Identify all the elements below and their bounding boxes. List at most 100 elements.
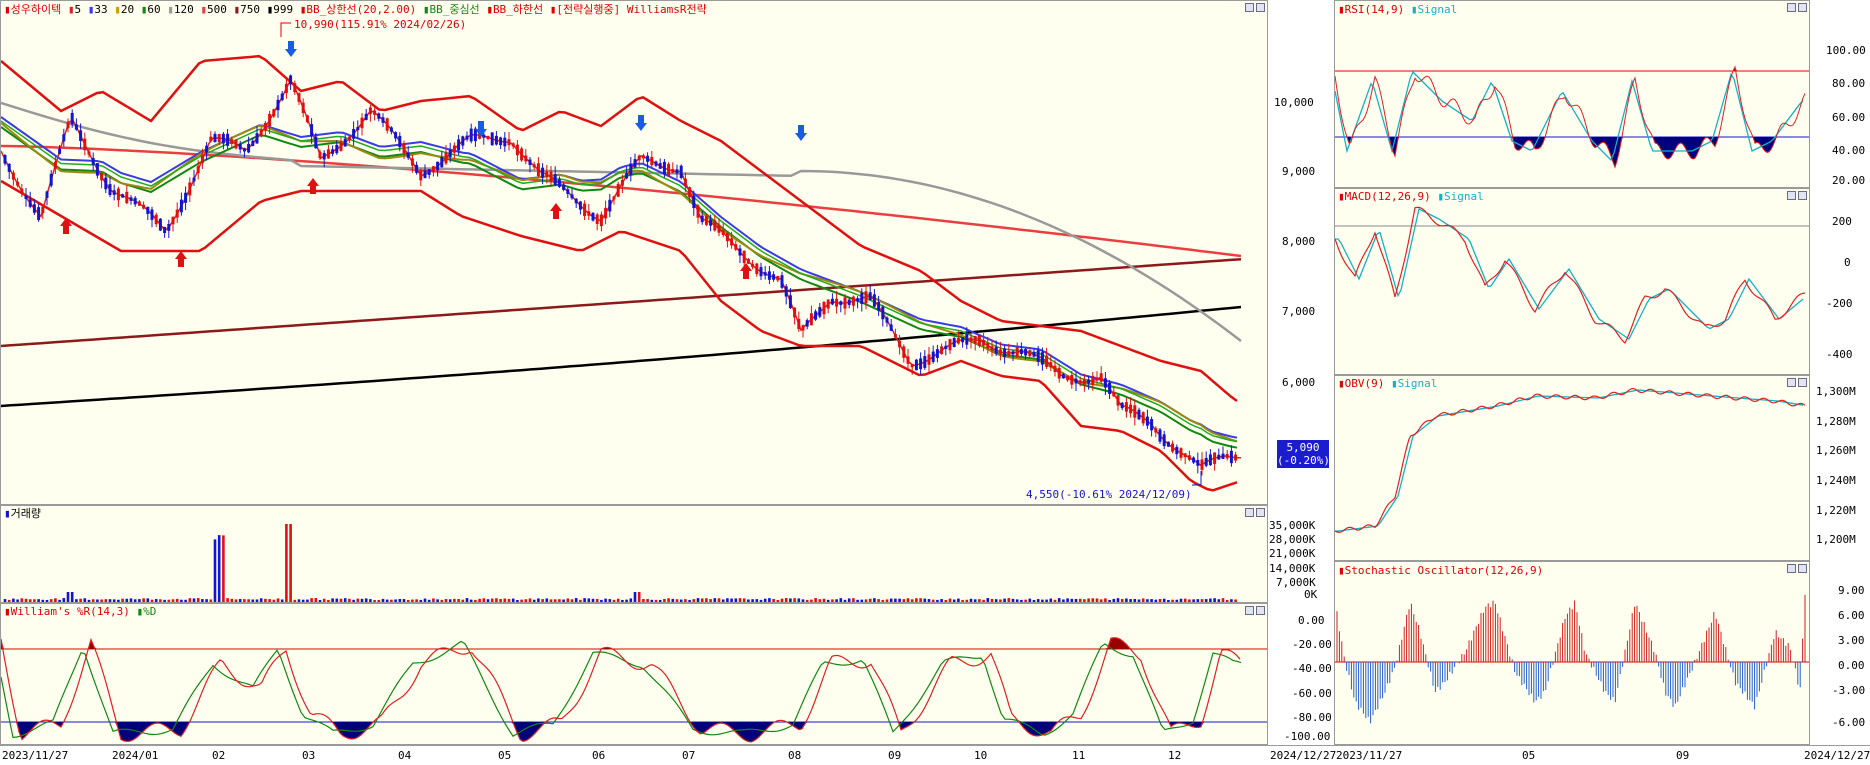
- candle: [1141, 412, 1145, 424]
- candle: [305, 115, 309, 123]
- volume-bar: [1062, 599, 1065, 602]
- candle: [289, 75, 293, 85]
- close-icon[interactable]: [1798, 191, 1807, 200]
- candle: [11, 172, 15, 180]
- volume-bar: [919, 598, 922, 602]
- volume-bar: [675, 599, 679, 602]
- volume-bar: [973, 599, 977, 602]
- close-icon[interactable]: [1798, 378, 1807, 387]
- restore-icon[interactable]: [1787, 378, 1796, 387]
- volume-title: 거래량: [10, 507, 41, 520]
- volume-bar: [360, 598, 364, 602]
- volume-bar: [406, 599, 410, 602]
- volume-bar: [1015, 599, 1019, 602]
- candle: [62, 134, 66, 142]
- close-icon[interactable]: [1798, 564, 1807, 573]
- volume-tick: 14,000K: [1269, 562, 1316, 575]
- candle: [478, 131, 482, 139]
- candle: [440, 157, 444, 168]
- close-icon[interactable]: [1798, 3, 1807, 12]
- volume-bar: [125, 598, 129, 602]
- candle: [238, 143, 242, 150]
- volume-bar: [1066, 598, 1069, 602]
- stoch-axis: 9.00 6.00 3.00 0.00 -3.00 -6.00: [1810, 561, 1870, 745]
- close-icon[interactable]: [1256, 606, 1265, 615]
- candle: [1221, 453, 1225, 459]
- close-icon[interactable]: [1256, 508, 1265, 517]
- macd-pane[interactable]: ▮MACD(12,26,9) ▮Signal: [1334, 188, 1810, 375]
- volume-bar: [1196, 599, 1200, 602]
- volume-bar: [944, 599, 948, 602]
- ma20-label: 20: [120, 3, 135, 16]
- restore-icon[interactable]: [1245, 3, 1254, 12]
- candle: [377, 113, 381, 119]
- restore-icon[interactable]: [1787, 564, 1796, 573]
- williams-signal: %D: [143, 605, 157, 618]
- volume-bar: [1074, 598, 1078, 602]
- volume-bar: [121, 598, 124, 602]
- candle: [511, 143, 515, 147]
- volume-bar: [999, 599, 1002, 602]
- candle: [482, 134, 486, 138]
- volume-bar: [625, 599, 628, 602]
- volume-bar: [37, 599, 40, 602]
- obv-pane[interactable]: ▮OBV(9) ▮Signal: [1334, 375, 1810, 561]
- candle: [108, 184, 112, 196]
- candle: [184, 192, 188, 203]
- rsi-tick: 60.00: [1832, 111, 1866, 124]
- candle: [100, 172, 104, 181]
- sell-arrow-icon: [795, 125, 807, 141]
- candle: [503, 137, 507, 147]
- volume-bar: [1112, 598, 1116, 602]
- date-tick: 12: [1168, 749, 1182, 762]
- candle: [3, 155, 7, 164]
- restore-icon[interactable]: [1787, 191, 1796, 200]
- volume-bar: [293, 599, 297, 602]
- rsi-pane[interactable]: ▮RSI(14,9) ▮Signal: [1334, 0, 1810, 188]
- candle: [276, 99, 280, 111]
- volume-bar: [222, 535, 225, 602]
- ma120-label: 120: [173, 3, 194, 16]
- restore-icon[interactable]: [1245, 606, 1254, 615]
- volume-bar: [642, 599, 645, 602]
- restore-icon[interactable]: [1787, 3, 1796, 12]
- volume-bar: [453, 598, 456, 602]
- volume-bar: [112, 599, 116, 602]
- volume-bar: [726, 598, 729, 602]
- candle: [1082, 379, 1086, 385]
- price-chart-pane[interactable]: ▮성우하이텍 ▮5 ▮33 ▮20 ▮60 ▮120 ▮500 ▮750 ▮99…: [0, 0, 1268, 505]
- volume-bar: [1167, 599, 1170, 602]
- rsi-line: [1335, 65, 1806, 169]
- candle: [927, 354, 931, 365]
- candle: [268, 113, 272, 127]
- candle: [293, 83, 297, 93]
- close-icon[interactable]: [1256, 3, 1265, 12]
- volume-bar: [776, 599, 780, 602]
- candle: [742, 250, 746, 264]
- volume-bar: [58, 599, 61, 602]
- volume-bar: [398, 598, 402, 602]
- volume-bar: [705, 598, 708, 602]
- candle: [948, 339, 952, 351]
- volume-bar: [755, 599, 759, 602]
- candle: [818, 307, 822, 317]
- williams-pane[interactable]: ▮William's %R(14,3) ▮%D: [0, 603, 1268, 745]
- volume-bar: [986, 598, 990, 602]
- wr-signal-line: [1, 640, 1242, 739]
- volume-pane[interactable]: ▮거래량: [0, 505, 1268, 603]
- volume-bar: [562, 599, 565, 602]
- candle: [255, 133, 259, 144]
- volume-bar: [927, 599, 931, 602]
- candle: [427, 169, 431, 175]
- restore-icon[interactable]: [1245, 508, 1254, 517]
- volume-bar: [33, 599, 36, 602]
- volume-bar: [280, 599, 284, 602]
- candle: [486, 135, 490, 140]
- volume-bar: [381, 598, 385, 602]
- volume-bar: [180, 599, 183, 602]
- williams-tick: -60.00: [1292, 687, 1332, 700]
- stoch-pane[interactable]: ▮Stochastic Oscillator(12,26,9): [1334, 561, 1810, 745]
- candle: [461, 136, 465, 146]
- candle: [167, 224, 171, 231]
- date-tick: 06: [592, 749, 606, 762]
